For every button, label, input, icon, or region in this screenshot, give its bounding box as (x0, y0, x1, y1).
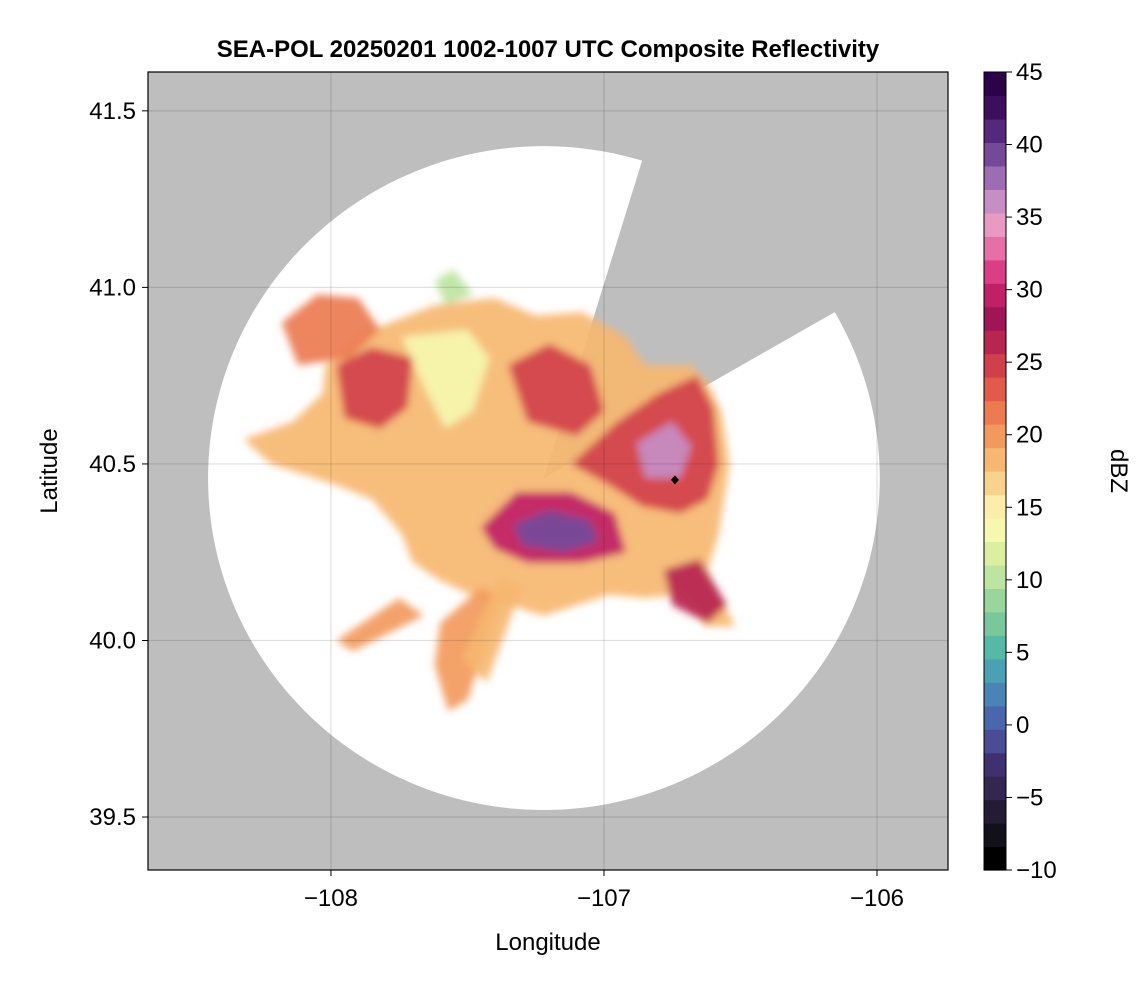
precipitation-field (243, 269, 736, 712)
colorbar-bin (984, 377, 1006, 402)
colorbar-frame (983, 71, 1007, 871)
colorbar-tick-label: −10 (1016, 857, 1057, 884)
precip-sw-band-1 (336, 598, 424, 652)
colorbar-bin (984, 517, 1006, 543)
colorbar-bin (984, 658, 1006, 683)
grid-lines (148, 72, 948, 870)
colorbar-bin (984, 259, 1006, 284)
colorbar-bin (984, 541, 1006, 566)
colorbar-tick-label: 30 (1016, 277, 1043, 304)
colorbar-bin (984, 494, 1006, 519)
colorbar-bin (984, 776, 1006, 801)
colorbar-bin (984, 823, 1006, 848)
precip-e-peak (636, 421, 692, 479)
colorbar-bin (984, 635, 1006, 660)
colorbar-bin (984, 447, 1006, 472)
x-tick-label: −108 (304, 885, 358, 912)
colorbar-bin (984, 118, 1006, 144)
colorbar-bin (984, 846, 1006, 871)
colorbar-tick-label: −5 (1016, 784, 1043, 811)
y-axis-label: Latitude (36, 428, 63, 513)
colorbar-tick-label: 40 (1016, 132, 1043, 159)
colorbar-tick-label: 20 (1016, 422, 1043, 449)
colorbar-bin (984, 165, 1006, 190)
precip-w-core (336, 347, 413, 429)
colorbar-bin (984, 471, 1006, 496)
colorbar-bin (984, 424, 1006, 449)
colorbar-bins (984, 72, 1006, 871)
colorbar-bin (984, 236, 1006, 261)
colorbar-bin (984, 799, 1006, 824)
plot-area: −108 −107 −106 39.5 40.0 40.5 41.0 41.5 (89, 71, 949, 912)
colorbar-bin (984, 212, 1006, 237)
x-tick-label: −107 (577, 885, 631, 912)
precip-n-green-2 (434, 269, 473, 306)
colorbar-bin (984, 142, 1006, 167)
colorbar-tick-label: 35 (1016, 204, 1043, 231)
site-marker (670, 475, 679, 485)
colorbar-tick-label: 25 (1016, 349, 1043, 376)
colorbar: −10 −5 0 5 10 15 20 25 30 35 40 45 dBZ (983, 59, 1132, 884)
x-axis-ticks: −108 −107 −106 (304, 870, 904, 912)
colorbar-bin (984, 729, 1006, 754)
y-tick-label: 41.0 (89, 274, 136, 301)
precip-central-peak (513, 509, 599, 553)
colorbar-bin (984, 611, 1006, 636)
plot-frame (147, 71, 949, 871)
colorbar-bin (984, 283, 1006, 308)
colorbar-bin (984, 682, 1006, 707)
colorbar-bin (984, 306, 1006, 331)
colorbar-ticks: −10 −5 0 5 10 15 20 25 30 35 40 45 (1006, 59, 1057, 884)
colorbar-bin (984, 705, 1006, 730)
precip-n-green-1 (401, 329, 490, 429)
colorbar-label: dBZ (1105, 449, 1132, 493)
y-tick-label: 39.5 (89, 804, 136, 831)
colorbar-bin (984, 95, 1006, 120)
colorbar-bin (984, 752, 1006, 777)
x-axis-label: Longitude (495, 929, 600, 956)
colorbar-tick-label: 5 (1016, 639, 1029, 666)
colorbar-bin (984, 330, 1006, 355)
precip-n-core (508, 343, 604, 436)
colorbar-bin (984, 72, 1006, 97)
colorbar-bin (984, 353, 1006, 378)
colorbar-tick-label: 10 (1016, 567, 1043, 594)
chart-title: SEA-POL 20250201 1002-1007 UTC Composite… (217, 36, 880, 63)
y-axis-ticks: 39.5 40.0 40.5 41.0 41.5 (89, 98, 148, 831)
colorbar-tick-label: 0 (1016, 712, 1029, 739)
y-tick-label: 41.5 (89, 98, 136, 125)
colorbar-bin (984, 564, 1006, 589)
precip-nw-arm (281, 294, 381, 366)
colorbar-bin (984, 588, 1006, 613)
y-tick-label: 40.0 (89, 627, 136, 654)
x-tick-label: −106 (850, 885, 904, 912)
y-tick-label: 40.5 (89, 451, 136, 478)
precip-sw-band-3 (461, 576, 523, 683)
colorbar-tick-label: 45 (1016, 59, 1043, 86)
colorbar-tick-label: 15 (1016, 494, 1043, 521)
colorbar-bin (984, 189, 1006, 214)
colorbar-bin (984, 400, 1006, 425)
precip-se-lobe (664, 559, 727, 623)
